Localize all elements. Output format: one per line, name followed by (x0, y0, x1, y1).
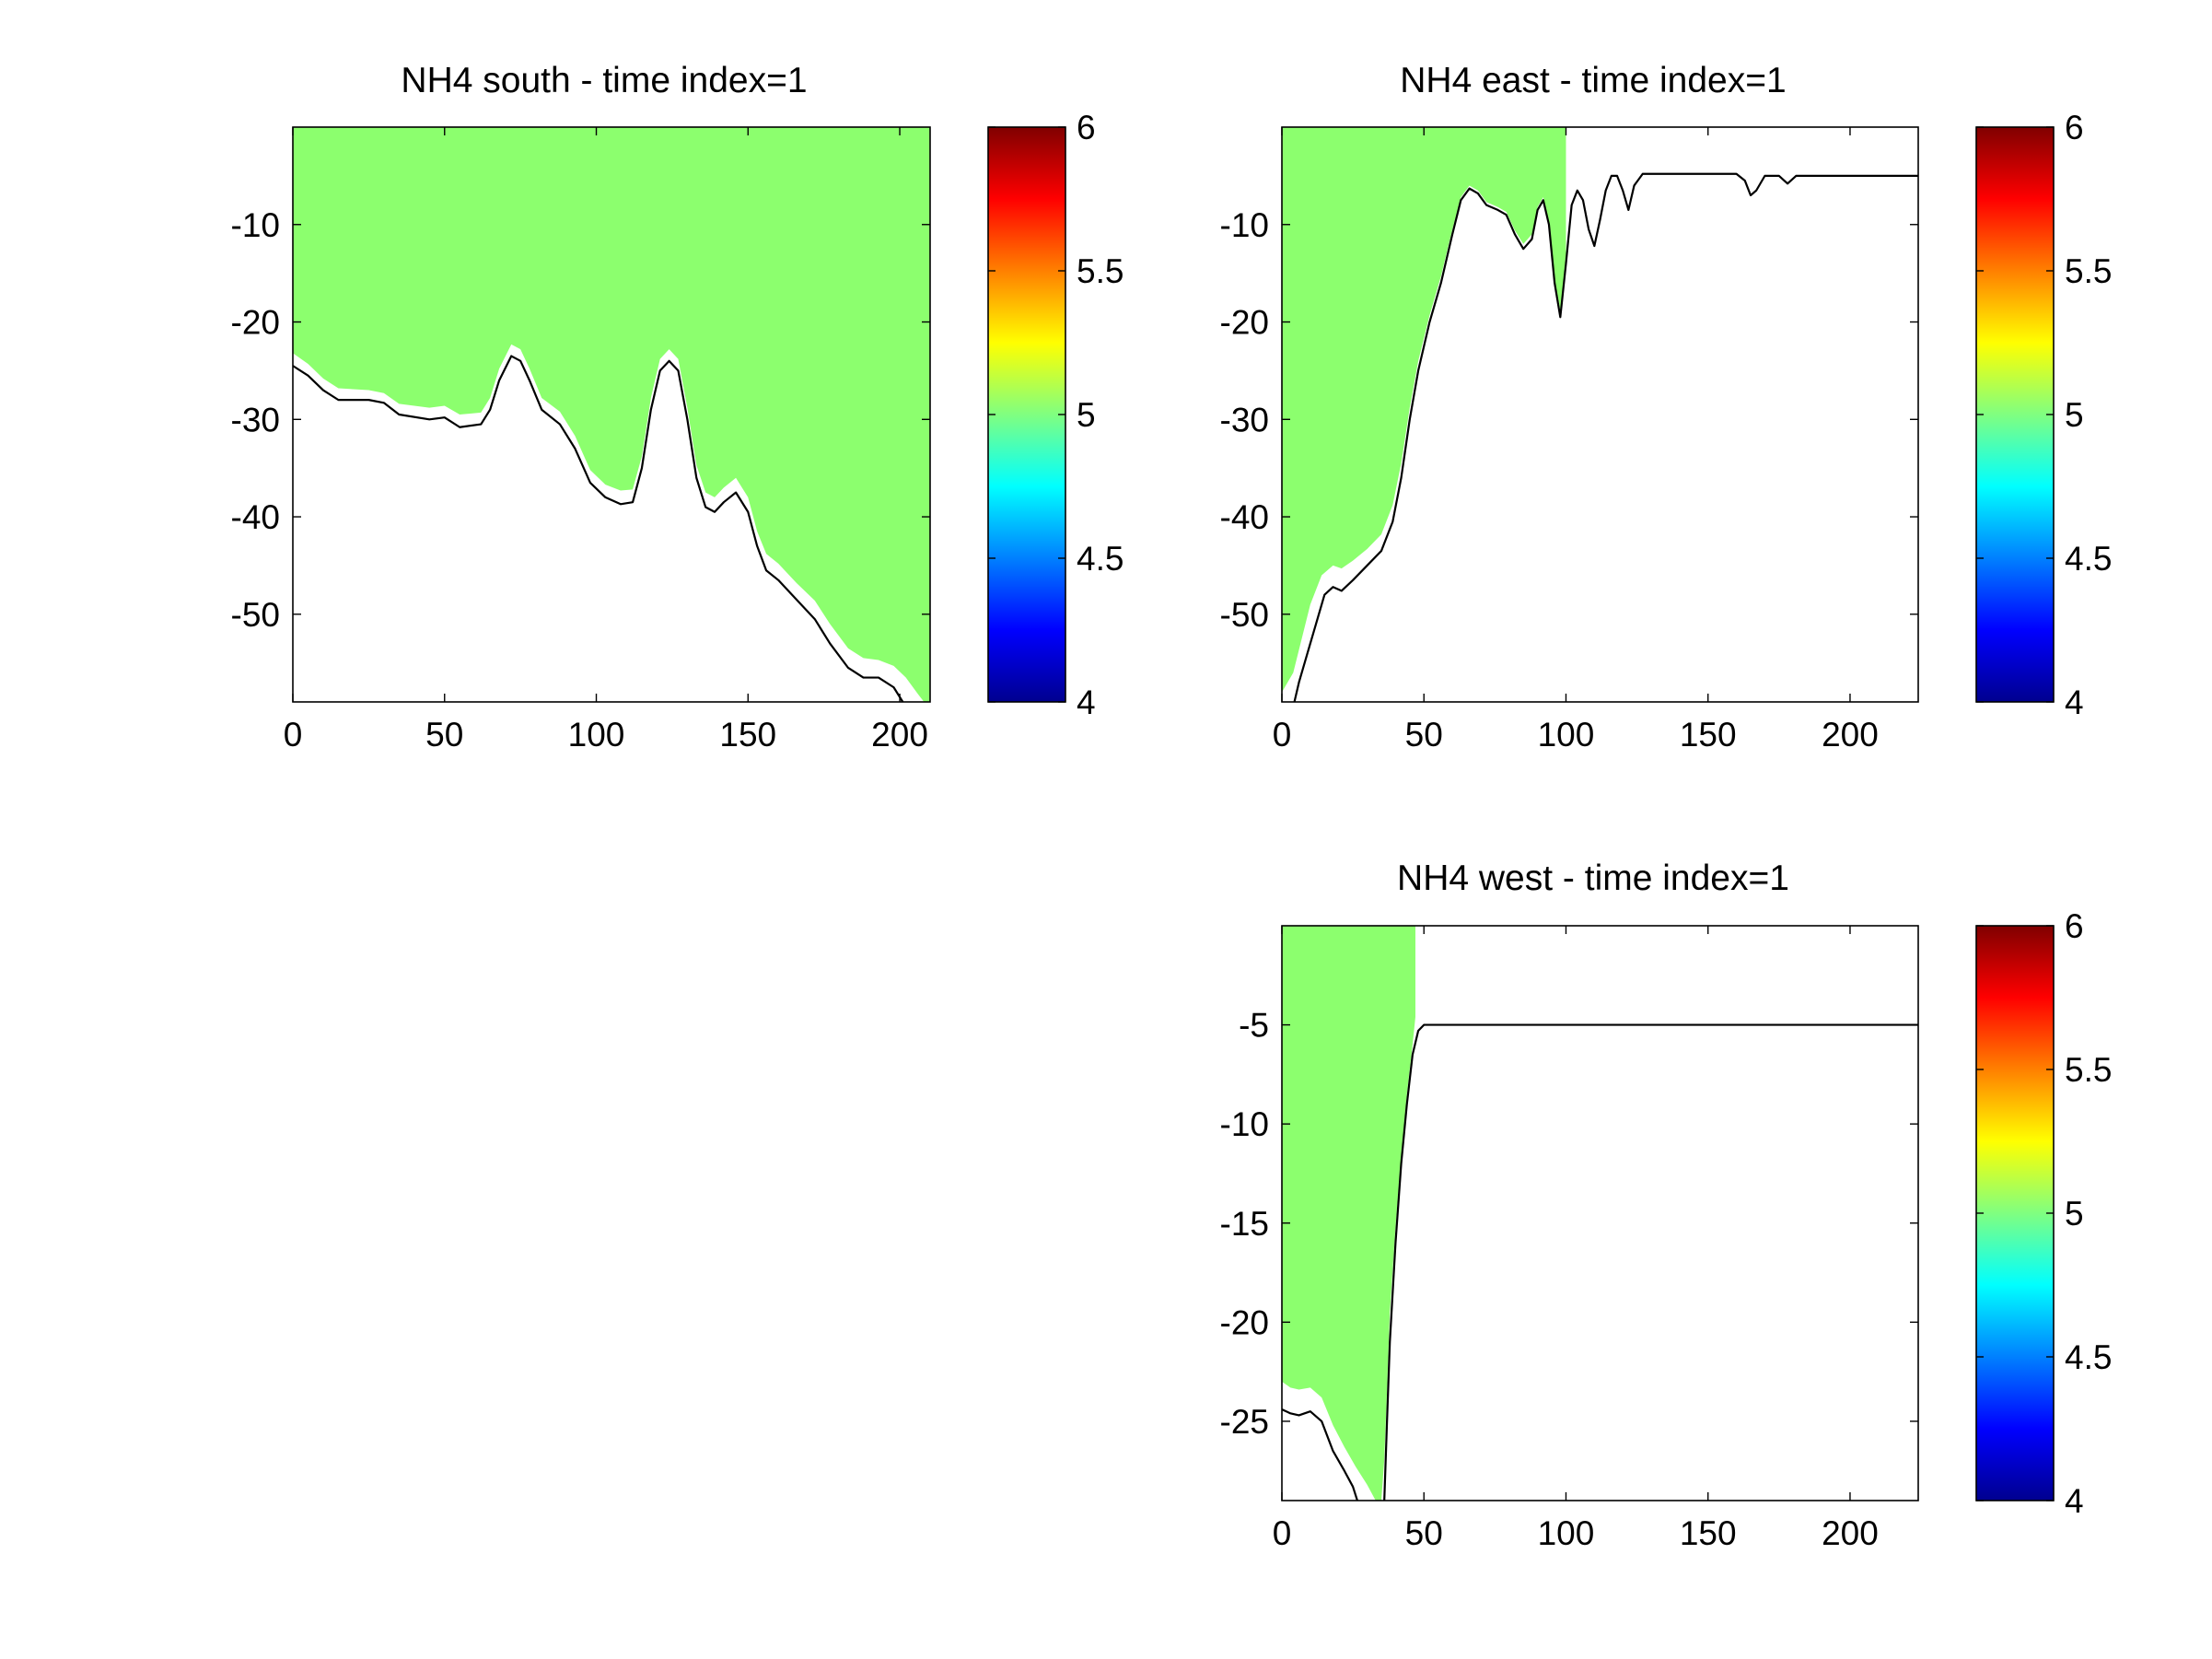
colorbar-tick-label: 4.5 (1077, 540, 1123, 578)
colorbar-tick-label: 5.5 (2065, 1051, 2112, 1089)
y-tick-label: -40 (1220, 498, 1269, 536)
colorbar: 4 4.5 5 5.5 6 (987, 109, 1123, 721)
colorbar-tick-label: 6 (2065, 109, 2084, 146)
x-tick-label: 200 (1822, 1514, 1879, 1552)
plot-area: 0 50 100 150 200 -5 -10 -15 -20 -25 (1220, 925, 1919, 1552)
bottom-line (1282, 1408, 1359, 1501)
x-tick-label: 100 (1538, 716, 1595, 754)
plot-area: 0 50 100 150 200 -10 -20 -30 -40 -50 (1220, 126, 1919, 754)
colorbar-tick-label: 4.5 (2065, 540, 2112, 578)
x-tick-label: 0 (284, 716, 303, 754)
colorbar-tick-label: 5 (1077, 396, 1096, 434)
x-tick-label: 100 (568, 716, 625, 754)
x-tick-label: 150 (1680, 716, 1737, 754)
filled-area (1282, 127, 1566, 693)
colorbar-tick-label: 5 (2065, 396, 2084, 434)
y-tick-label: -20 (1220, 1303, 1269, 1341)
y-tick-label: -5 (1239, 1007, 1269, 1045)
colorbar-tick-label: 6 (1077, 109, 1096, 146)
colorbar-tick-label: 4 (2065, 1482, 2084, 1520)
y-tick-label: -25 (1220, 1403, 1269, 1441)
axes-frame (1281, 126, 1919, 703)
chart-title: NH4 east - time index=1 (1400, 61, 1786, 100)
y-tick-label: -10 (1220, 206, 1269, 244)
panel-west: NH4 west - time index=1 0 50 100 150 200 -5 -1… (1220, 859, 2113, 1552)
colorbar-gradient (987, 126, 1066, 703)
y-tick-label: -15 (1220, 1205, 1269, 1243)
filled-area (1282, 926, 1415, 1501)
colorbar-tick-label: 5.5 (2065, 252, 2112, 290)
x-tick-label: 0 (1273, 716, 1292, 754)
panel-east: NH4 east - time index=1 0 50 100 150 200 -10 -… (1220, 61, 2113, 754)
colorbar-tick-label: 4.5 (2065, 1338, 2112, 1376)
colorbar-tick-label: 6 (2065, 907, 2084, 945)
axes-frame (292, 126, 931, 703)
colorbar-tick-label: 5.5 (1077, 252, 1123, 290)
colorbar-tick-label: 4 (2065, 683, 2084, 721)
y-tick-label: -40 (231, 498, 280, 536)
y-tick-label: -10 (231, 206, 280, 244)
chart-title: NH4 south - time index=1 (401, 61, 807, 100)
x-tick-label: 50 (1405, 1514, 1443, 1552)
x-tick-label: 100 (1538, 1514, 1595, 1552)
axes-frame (1281, 925, 1919, 1501)
y-tick-label: -30 (231, 401, 280, 438)
panel-south: NH4 south - time index=1 0 50 100 150 200 -10… (231, 61, 1124, 754)
y-tick-label: -20 (1220, 304, 1269, 342)
colorbar: 4 4.5 5 5.5 6 (1975, 907, 2112, 1520)
colorbar-tick-label: 5 (2065, 1195, 2084, 1233)
y-tick-label: -50 (1220, 596, 1269, 634)
x-tick-label: 0 (1273, 1514, 1292, 1552)
y-tick-label: -20 (231, 304, 280, 342)
plot-area: 0 50 100 150 200 -10 -20 -30 -40 -50 (231, 126, 931, 754)
x-tick-label: 50 (425, 716, 463, 754)
chart-title: NH4 west - time index=1 (1397, 859, 1789, 898)
x-tick-label: 200 (1822, 716, 1879, 754)
x-tick-label: 200 (871, 716, 928, 754)
x-tick-label: 50 (1405, 716, 1443, 754)
bottom-line (1293, 172, 1918, 702)
colorbar-tick-label: 4 (1077, 683, 1096, 721)
bottom-line (293, 355, 904, 702)
x-tick-label: 150 (719, 716, 776, 754)
y-tick-label: -30 (1220, 401, 1269, 438)
colorbar: 4 4.5 5 5.5 6 (1975, 109, 2112, 721)
colorbar-gradient (1975, 126, 2055, 703)
filled-area (293, 127, 930, 702)
y-tick-label: -10 (1220, 1105, 1269, 1143)
colorbar-gradient (1975, 925, 2055, 1501)
y-tick-label: -50 (231, 596, 280, 634)
x-tick-label: 150 (1680, 1514, 1737, 1552)
bottom-line (1383, 1023, 1918, 1501)
